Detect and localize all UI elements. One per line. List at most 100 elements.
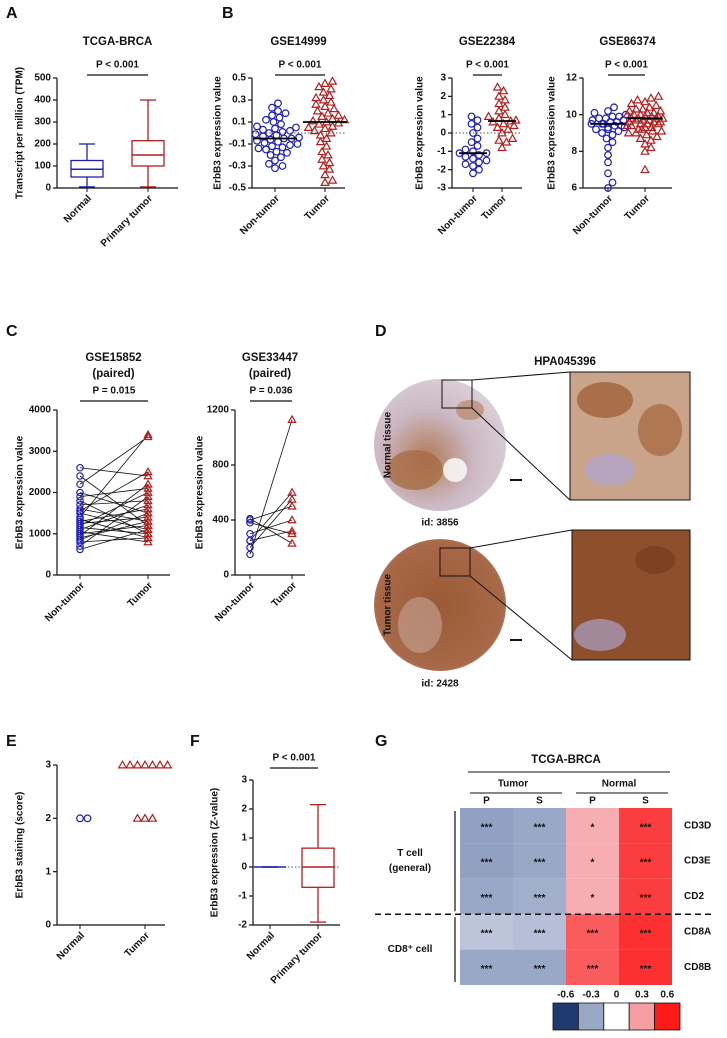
data-point bbox=[140, 813, 150, 822]
panel-label: A bbox=[6, 5, 18, 22]
heatmap-cell bbox=[619, 843, 672, 879]
panel-label: B bbox=[222, 5, 234, 22]
data-point bbox=[287, 414, 297, 423]
x-tick-label: Normal bbox=[245, 930, 277, 962]
data-point bbox=[317, 146, 327, 156]
data-point bbox=[76, 517, 84, 526]
chart-title: TCGA-BRCA bbox=[83, 36, 153, 48]
data-point bbox=[602, 134, 611, 143]
data-point bbox=[246, 536, 254, 545]
column-label: S bbox=[642, 796, 649, 807]
pair-line bbox=[79, 492, 149, 526]
data-point bbox=[608, 138, 617, 147]
pair-line bbox=[79, 508, 149, 522]
data-point bbox=[286, 126, 294, 135]
heatmap-cell bbox=[619, 914, 672, 950]
heatmap-cell bbox=[513, 843, 566, 879]
x-tick-label: Tumor bbox=[126, 580, 155, 609]
pair-line bbox=[79, 467, 149, 477]
heatmap-cell bbox=[566, 914, 619, 950]
data-point bbox=[327, 175, 338, 184]
chart-title: GSE22384 bbox=[459, 36, 516, 48]
y-tick-label: 0 bbox=[45, 920, 51, 931]
data-point bbox=[143, 483, 153, 492]
data-point bbox=[644, 102, 655, 111]
nuclei-patch bbox=[585, 454, 635, 486]
data-point bbox=[278, 143, 287, 152]
colorbar-box bbox=[654, 1002, 681, 1031]
data-point bbox=[640, 164, 650, 174]
data-point bbox=[592, 125, 600, 134]
row-label: CD8A bbox=[684, 927, 711, 938]
data-point bbox=[76, 463, 84, 472]
heatmap-cell bbox=[566, 878, 619, 915]
chart-title: GSE15852 bbox=[85, 352, 141, 364]
data-point bbox=[246, 514, 254, 523]
data-point bbox=[281, 109, 290, 118]
y-tick-label: 2 bbox=[440, 91, 446, 102]
data-point bbox=[312, 105, 323, 115]
data-point bbox=[269, 118, 278, 126]
pair-line bbox=[249, 519, 293, 535]
data-point bbox=[76, 814, 84, 823]
significance-label: *** bbox=[534, 964, 546, 975]
pair-line bbox=[79, 531, 149, 543]
data-point bbox=[326, 127, 336, 137]
pair-line bbox=[79, 475, 149, 526]
significance-label: *** bbox=[640, 964, 652, 975]
y-tick-label: 0.5 bbox=[232, 73, 246, 84]
data-point bbox=[143, 532, 153, 542]
data-point bbox=[320, 78, 330, 87]
y-tick-label: 0 bbox=[45, 183, 51, 194]
data-point bbox=[475, 151, 483, 159]
panel-label: D bbox=[375, 323, 387, 340]
y-tick-label: -0.3 bbox=[229, 161, 247, 172]
colorbar-label: -0.6 bbox=[557, 990, 575, 1001]
data-point bbox=[76, 496, 84, 505]
data-point bbox=[318, 94, 329, 104]
p-value: P < 0.001 bbox=[279, 60, 322, 71]
normal-tissue-core bbox=[374, 379, 506, 511]
y-axis-label: ErbB3 expression value bbox=[213, 76, 224, 190]
y-tick-label: -3 bbox=[437, 183, 446, 194]
data-point bbox=[317, 154, 327, 163]
data-point bbox=[608, 130, 617, 139]
data-point bbox=[461, 152, 470, 161]
data-point bbox=[475, 158, 483, 167]
data-point bbox=[76, 545, 84, 554]
y-tick-label: 1 bbox=[45, 866, 51, 877]
pair-line bbox=[79, 436, 149, 485]
image-id: id: 2428 bbox=[421, 679, 459, 690]
colorbar-box bbox=[628, 1002, 656, 1031]
data-point bbox=[283, 148, 291, 157]
x-tick-label: Non-tumor bbox=[571, 193, 615, 237]
row-group-label: T cell bbox=[397, 848, 423, 859]
colorbar-label: 0.3 bbox=[635, 990, 649, 1001]
data-point bbox=[595, 114, 604, 123]
y-tick-label: 400 bbox=[212, 515, 229, 526]
y-tick-label: 400 bbox=[34, 95, 51, 106]
significance-label: *** bbox=[481, 858, 493, 869]
heatmap-cell bbox=[460, 878, 513, 915]
heatmap-cell bbox=[460, 808, 513, 844]
y-tick-label: 2 bbox=[241, 804, 247, 815]
image-id: id: 3856 bbox=[421, 518, 459, 529]
data-point bbox=[590, 108, 599, 117]
data-point bbox=[143, 524, 153, 533]
data-point bbox=[469, 129, 477, 137]
pair-line bbox=[79, 471, 149, 512]
data-point bbox=[646, 93, 656, 102]
y-axis-label: ErbB3 staining (score) bbox=[15, 792, 26, 899]
data-point bbox=[473, 123, 482, 132]
data-point bbox=[265, 129, 273, 137]
y-tick-label: 8 bbox=[571, 146, 577, 157]
box bbox=[131, 140, 165, 167]
significance-label: *** bbox=[481, 893, 493, 904]
column-label: P bbox=[589, 796, 596, 807]
x-tick-label: Tumor bbox=[623, 193, 652, 222]
significance-label: *** bbox=[534, 929, 546, 940]
y-tick-label: 3 bbox=[45, 760, 51, 771]
panel-label: G bbox=[375, 733, 387, 750]
y-tick-label: -1 bbox=[238, 891, 247, 902]
data-point bbox=[475, 165, 483, 174]
